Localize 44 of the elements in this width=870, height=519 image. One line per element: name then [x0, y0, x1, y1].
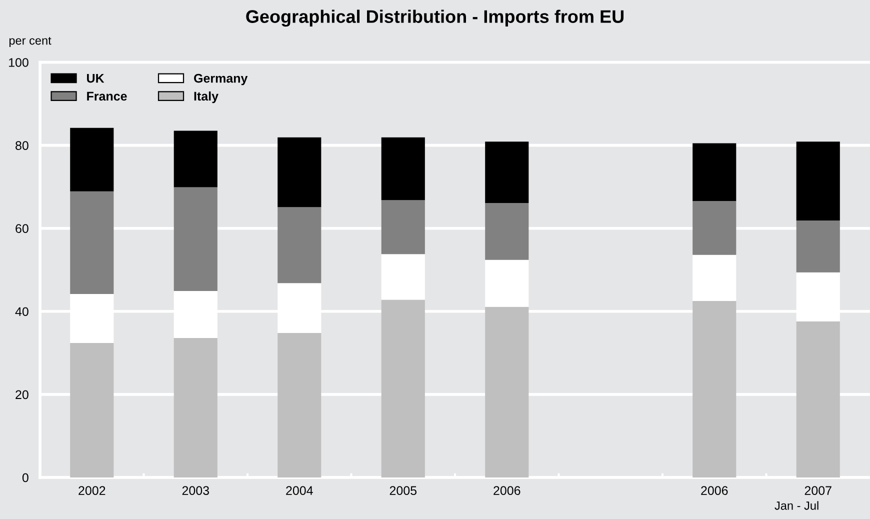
bar — [278, 332, 322, 478]
x-tick-label: 2002 — [78, 486, 106, 495]
y-tick-label: 20 — [16, 390, 28, 400]
y-tick-label: 100 — [9, 58, 28, 67]
bar — [174, 338, 218, 478]
bar — [485, 142, 529, 204]
bar — [381, 137, 425, 200]
legend-label: France — [87, 92, 127, 101]
y-tick-label: 40 — [15, 307, 28, 316]
x-tick-label: 2005 — [390, 486, 417, 495]
bar — [485, 260, 529, 307]
x-tick-label: 2004 — [286, 486, 313, 495]
legend-label: Germany — [194, 74, 248, 86]
bar — [692, 143, 736, 201]
bar — [692, 301, 736, 478]
x-tick-label: 2007 — [804, 486, 832, 495]
bar — [381, 300, 425, 478]
bar — [692, 200, 736, 255]
bar — [278, 137, 322, 208]
bar — [174, 130, 218, 188]
bar — [381, 254, 425, 300]
bar — [485, 203, 529, 260]
bar — [796, 142, 840, 220]
bar — [70, 342, 114, 478]
y-tick-label: 80 — [16, 141, 28, 150]
bar — [70, 191, 114, 294]
bar — [70, 128, 114, 192]
x-tick-label: 2003 — [182, 486, 209, 495]
text: Jan - Jul — [774, 501, 818, 510]
bar — [485, 306, 529, 478]
legend-label: Italy — [194, 91, 218, 104]
y-tick-label: 0 — [22, 473, 28, 482]
y-axis-title: per cent — [9, 36, 52, 48]
bar — [174, 187, 218, 292]
y-tick-label: 60 — [16, 224, 28, 234]
bar — [278, 207, 322, 284]
bar — [381, 200, 425, 254]
bar — [796, 321, 840, 478]
x-tick-label: 2006 — [494, 486, 520, 495]
legend-label: UK — [87, 74, 104, 83]
chart-title: Geographical Distribution - Imports from EU — [246, 10, 624, 27]
x-tick-label: 2006 — [701, 486, 728, 495]
bar — [796, 220, 840, 272]
bar — [692, 254, 736, 302]
